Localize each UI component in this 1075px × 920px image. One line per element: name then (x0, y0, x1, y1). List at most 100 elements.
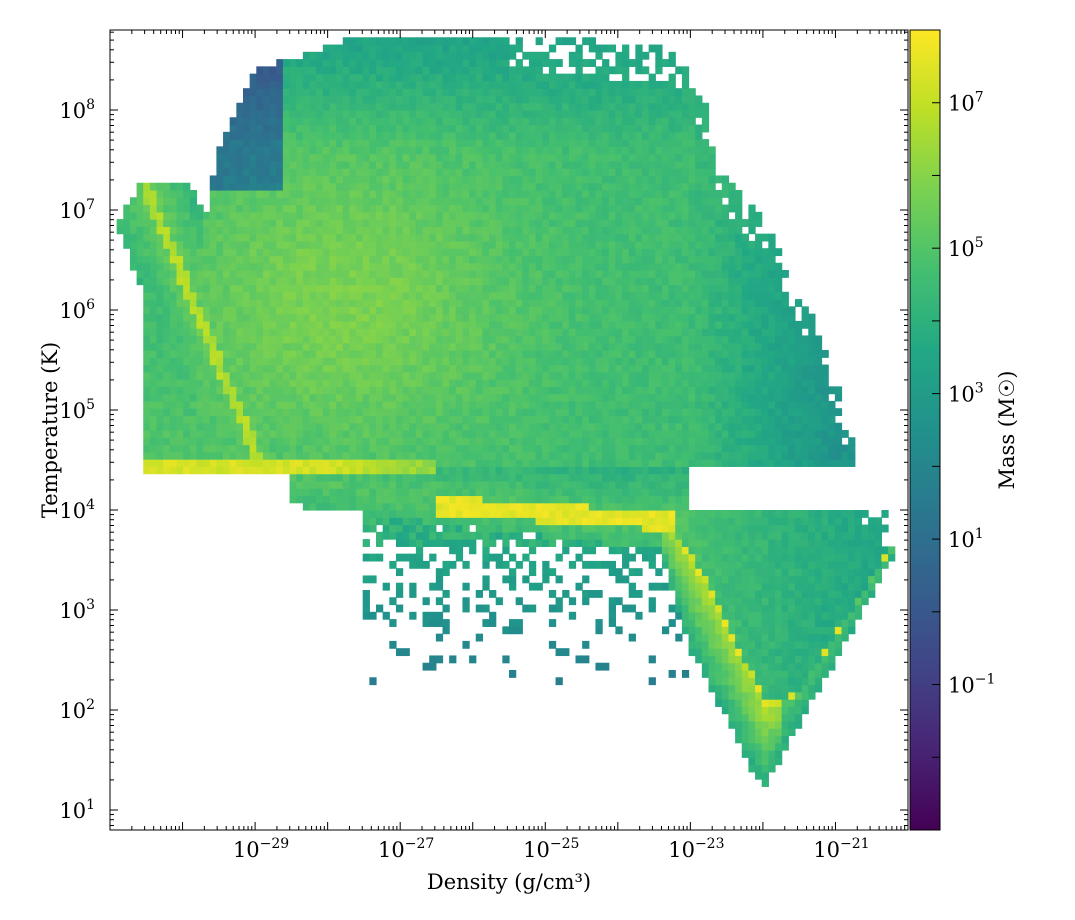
heatmap-cell (489, 611, 497, 620)
heatmap-cell (189, 233, 198, 242)
heatmap-cell (269, 110, 277, 118)
heatmap-cell (169, 393, 178, 402)
heatmap-cell (622, 211, 630, 220)
heatmap-cell (548, 502, 557, 511)
heatmap-cell (509, 190, 517, 198)
heatmap-cell (555, 262, 563, 271)
heatmap-cell (236, 408, 244, 417)
heatmap-cell (568, 233, 577, 242)
heatmap-cell (176, 233, 184, 242)
heatmap-cell (469, 197, 477, 206)
heatmap-cell (562, 357, 570, 366)
heatmap-cell (642, 168, 650, 177)
heatmap-cell (309, 240, 317, 249)
heatmap-cell (648, 371, 656, 380)
heatmap-cell (382, 582, 390, 591)
heatmap-cell (296, 88, 304, 97)
heatmap-cell (615, 451, 623, 460)
heatmap-cell (336, 95, 344, 104)
heatmap-cell (489, 495, 497, 504)
heatmap-cell (528, 320, 537, 329)
heatmap-cell (342, 110, 350, 118)
heatmap-cell (382, 190, 390, 198)
heatmap-cell (575, 400, 583, 409)
heatmap-cell (329, 277, 337, 286)
heatmap-cell (183, 430, 191, 438)
heatmap-cell (495, 299, 503, 307)
heatmap-cell (502, 546, 510, 555)
heatmap-cell (336, 146, 344, 155)
heatmap-cell (482, 44, 490, 53)
heatmap-cell (129, 240, 138, 249)
heatmap-cell (296, 422, 304, 431)
heatmap-cell (309, 342, 317, 351)
heatmap-cell (469, 233, 477, 242)
heatmap-cell (555, 139, 563, 147)
heatmap-cell (362, 168, 370, 177)
heatmap-cell (276, 328, 284, 337)
heatmap-cell (542, 131, 550, 140)
heatmap-cell (356, 422, 364, 431)
heatmap-cell (615, 546, 623, 555)
heatmap-cell (582, 197, 590, 206)
heatmap-cell (356, 480, 364, 489)
heatmap-cell (276, 342, 284, 351)
heatmap-cell (329, 270, 337, 278)
heatmap-cell (455, 539, 464, 547)
heatmap-cell (269, 95, 277, 104)
heatmap-cell (223, 393, 231, 402)
heatmap-cell (422, 160, 430, 169)
heatmap-cell (429, 422, 437, 431)
heatmap-cell (402, 488, 410, 497)
heatmap-cell (595, 662, 603, 671)
heatmap-cell (256, 451, 264, 460)
heatmap-cell (562, 255, 570, 264)
heatmap-cell (582, 284, 590, 293)
heatmap-cell (462, 291, 470, 300)
heatmap-cell (422, 386, 430, 395)
heatmap-cell (209, 350, 217, 358)
heatmap-cell (289, 473, 297, 482)
heatmap-cell (582, 73, 590, 82)
heatmap-cell (455, 531, 464, 540)
heatmap-cell (156, 233, 164, 242)
heatmap-cell (349, 102, 357, 111)
heatmap-cell (376, 386, 384, 395)
heatmap-cell (282, 379, 291, 387)
heatmap-cell (342, 393, 350, 402)
heatmap-cell (615, 415, 623, 424)
heatmap-cell (276, 386, 284, 395)
heatmap-cell (535, 80, 543, 89)
heatmap-cell (615, 320, 623, 329)
heatmap-cell (243, 211, 251, 220)
heatmap-cell (595, 502, 603, 511)
heatmap-cell (156, 270, 164, 278)
heatmap-cell (568, 480, 577, 489)
heatmap-cell (216, 197, 224, 206)
heatmap-cell (449, 328, 457, 337)
heatmap-cell (635, 190, 643, 198)
heatmap-cell (216, 255, 224, 264)
heatmap-cell (582, 190, 590, 198)
heatmap-cell (322, 175, 331, 184)
heatmap-cell (615, 197, 623, 206)
heatmap-cell (289, 262, 297, 271)
heatmap-cell (356, 415, 364, 424)
heatmap-cell (568, 270, 577, 278)
heatmap-cell (635, 466, 643, 475)
heatmap-cell (395, 73, 404, 82)
heatmap-cell (156, 204, 164, 213)
heatmap-cell (522, 386, 530, 395)
heatmap-cell (528, 582, 537, 591)
heatmap-cell (156, 466, 164, 475)
heatmap-cell (489, 619, 497, 627)
heatmap-cell (289, 451, 297, 460)
heatmap-cell (435, 51, 444, 60)
heatmap-cell (515, 197, 523, 206)
heatmap-cell (316, 248, 324, 257)
heatmap-cell (615, 517, 623, 526)
heatmap-cell (535, 480, 543, 489)
heatmap-cell (269, 146, 277, 155)
heatmap-cell (489, 139, 497, 147)
heatmap-cell (635, 386, 643, 395)
